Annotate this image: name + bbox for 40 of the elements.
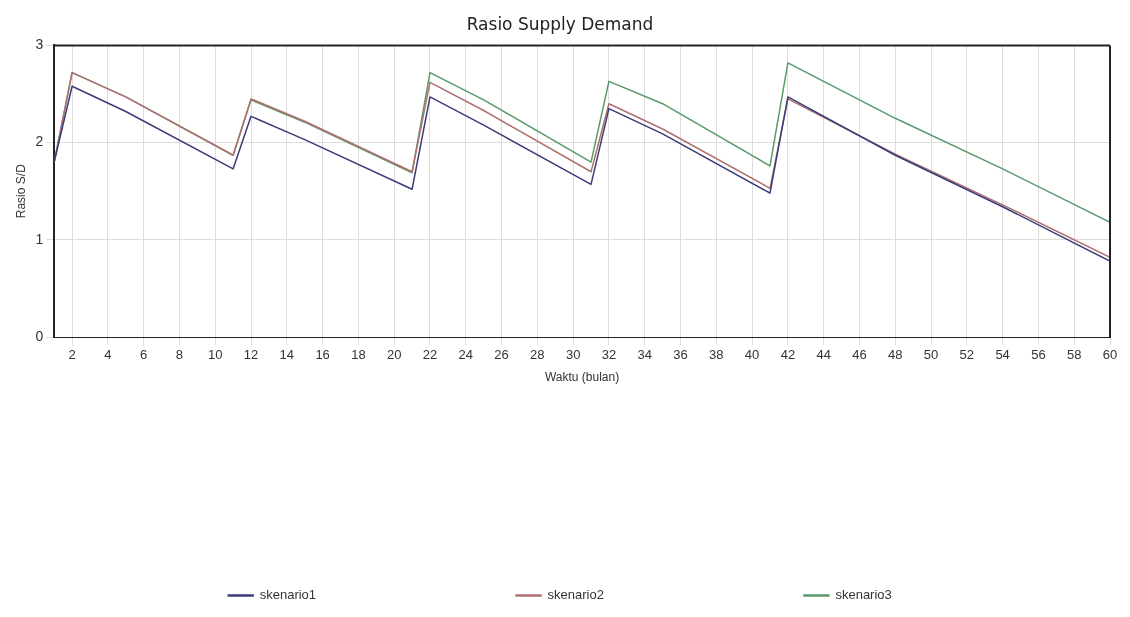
- x-tick-label: 38: [709, 347, 724, 363]
- x-tick-label: 44: [816, 347, 831, 363]
- x-tick-label: 14: [279, 347, 295, 363]
- x-tick-label: 54: [995, 347, 1010, 363]
- x-tick-label: 56: [1031, 347, 1046, 363]
- x-tick-label: 10: [208, 347, 223, 363]
- x-tick-label: 18: [351, 347, 366, 363]
- x-tick-label: 58: [1066, 347, 1082, 363]
- legend-label: skenario1: [259, 587, 317, 603]
- x-tick-label: 50: [923, 347, 939, 363]
- x-tick-label: 2: [68, 347, 76, 363]
- x-tick-label: 28: [530, 347, 545, 363]
- x-tick-label: 12: [243, 347, 259, 363]
- x-tick-label: 20: [386, 347, 402, 363]
- legend-label: skenario3: [835, 587, 892, 603]
- y-tick-label: 0: [35, 327, 44, 344]
- x-tick-label: 34: [637, 347, 652, 363]
- y-axis-title: Rasio S/D: [13, 163, 28, 219]
- x-tick-label: 24: [458, 347, 474, 363]
- x-tick-label: 46: [852, 347, 867, 363]
- x-tick-label: 40: [744, 347, 760, 363]
- y-tick-label: 3: [35, 36, 44, 53]
- x-tick-label: 42: [780, 347, 796, 363]
- x-tick-label: 60: [1102, 347, 1118, 363]
- y-tick-label: 2: [35, 133, 44, 150]
- x-tick-label: 8: [175, 347, 184, 363]
- x-tick-label: 4: [104, 347, 112, 363]
- chart-title: Rasio Supply Demand: [466, 13, 654, 34]
- x-axis-title: Waktu (bulan): [544, 370, 620, 385]
- x-tick-label: 6: [140, 347, 148, 363]
- y-tick-label: 1: [35, 230, 44, 247]
- x-tick-label: 26: [494, 347, 509, 363]
- x-tick-label: 16: [315, 347, 330, 363]
- legend-label: skenario2: [547, 587, 604, 603]
- x-tick-label: 30: [565, 347, 581, 363]
- x-tick-label: 22: [422, 347, 438, 363]
- x-tick-label: 48: [888, 347, 903, 363]
- x-tick-label: 36: [673, 347, 688, 363]
- x-tick-label: 52: [959, 347, 975, 363]
- x-tick-label: 32: [601, 347, 617, 363]
